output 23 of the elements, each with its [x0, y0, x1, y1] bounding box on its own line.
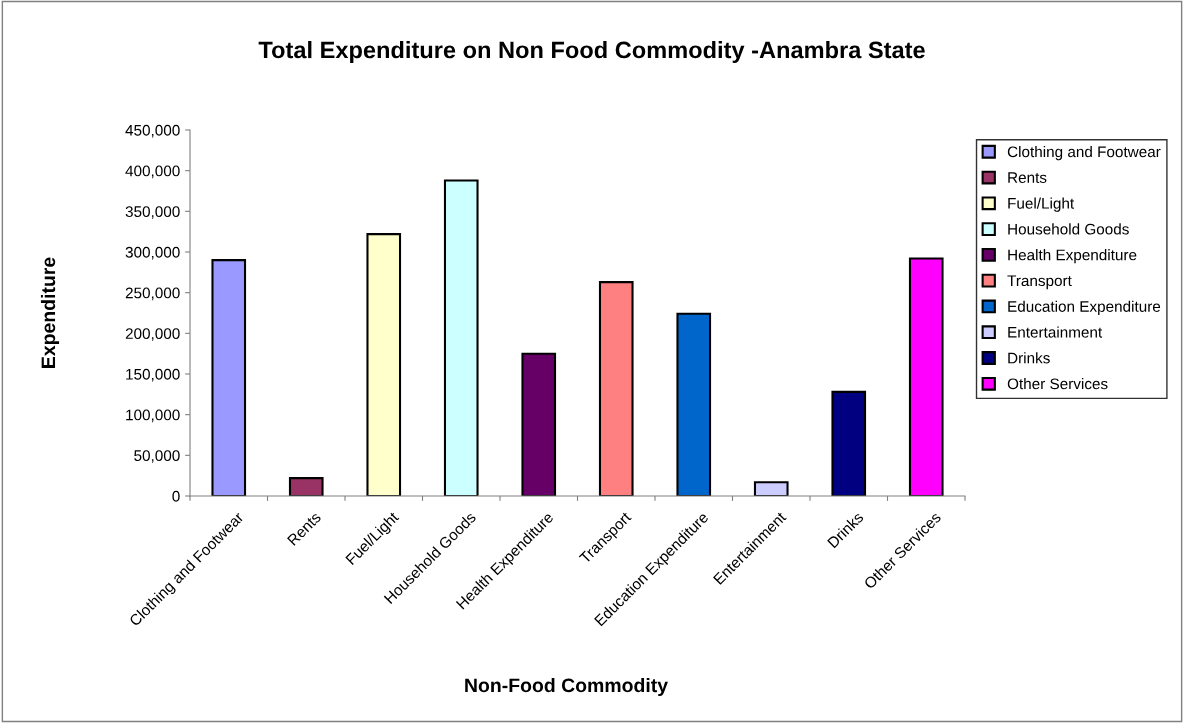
legend-label: Other Services — [1007, 378, 1108, 390]
legend-label: Entertainment — [1008, 326, 1103, 338]
y-tick-label: 300,000 — [125, 246, 180, 260]
legend-label: Transport — [1007, 275, 1072, 290]
x-axis-title: Non-Food Commodity — [465, 677, 668, 697]
legend-label: Household Goods — [1008, 223, 1129, 235]
legend-label: Clothing and Footwear — [1007, 145, 1161, 161]
legend-label: Education Expenditure — [1008, 300, 1161, 315]
legend-label: Health Expenditure — [1008, 249, 1137, 264]
y-tick-label: 250,000 — [125, 287, 180, 301]
y-tick-label: 200,000 — [125, 328, 180, 341]
legend-label: Fuel/Light — [1008, 197, 1075, 212]
y-tick-label: 150,000 — [126, 368, 180, 382]
y-axis-title: Expenditure — [40, 257, 60, 368]
y-tick-label: 0 — [172, 490, 180, 502]
y-tick-label: 350,000 — [125, 206, 180, 219]
y-tick-label: 100,000 — [126, 409, 180, 423]
legend-label: Rents — [1008, 172, 1047, 183]
legend-label: Drinks — [1008, 352, 1050, 364]
chart-title: Total Expenditure on Non Food Commodity -Anambra State — [258, 41, 925, 63]
y-tick-label: 50,000 — [134, 450, 180, 463]
y-tick-label: 450,000 — [125, 124, 180, 138]
y-tick-label: 400,000 — [125, 165, 180, 179]
